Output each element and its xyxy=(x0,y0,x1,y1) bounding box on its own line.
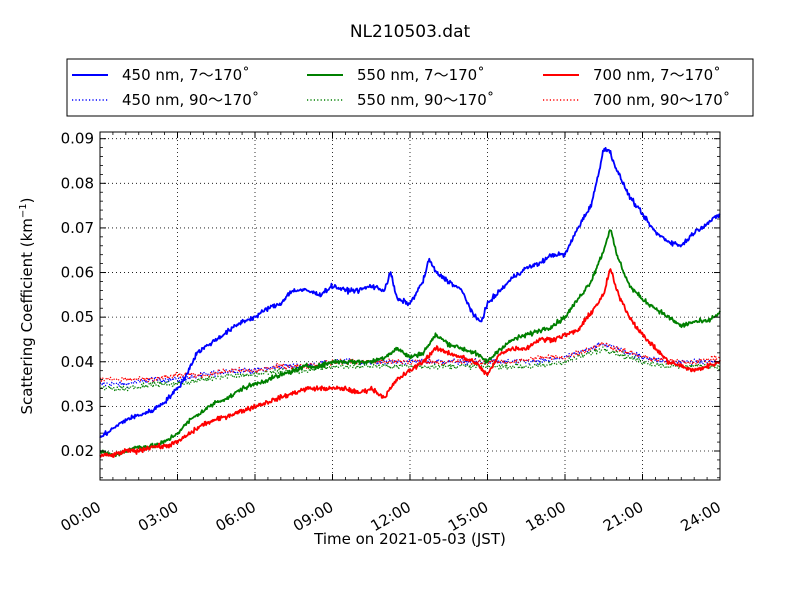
series-line xyxy=(99,341,721,383)
y-tick-label: 0.07 xyxy=(61,219,94,237)
axis-ticks: 00:00 03:00 06:00 09:00 12:00 15:00 18:00 21:00… xyxy=(58,130,724,535)
y-axis-label: Scattering Coefficient (km−1) xyxy=(18,197,36,414)
legend-entry-label: 450 nm, 7～170˚ xyxy=(122,66,250,84)
series-line xyxy=(99,268,721,459)
x-tick-label: 21:00 xyxy=(600,498,646,535)
x-tick-label: 18:00 xyxy=(523,498,569,535)
legend-entry-label: 700 nm, 7～170˚ xyxy=(593,66,721,84)
y-tick-label: 0.03 xyxy=(61,397,94,415)
series-line xyxy=(99,146,721,439)
y-tick-label: 0.06 xyxy=(61,264,94,282)
x-tick-label: 03:00 xyxy=(135,498,181,535)
x-tick-label: 00:00 xyxy=(58,498,104,535)
y-tick-label: 0.02 xyxy=(61,442,94,460)
legend-entry-label: 450 nm, 90～170˚ xyxy=(122,91,259,109)
y-axis-label-close: ) xyxy=(18,197,36,203)
legend-frame xyxy=(66,58,754,117)
legend-entry-label: 550 nm, 7～170˚ xyxy=(357,66,485,84)
plot-area: 00:00 03:00 06:00 09:00 12:00 15:00 18:00 21:00… xyxy=(58,130,724,535)
x-tick-label: 06:00 xyxy=(213,498,259,535)
y-tick-label: 0.04 xyxy=(61,353,94,371)
y-tick-label: 0.05 xyxy=(61,308,94,326)
legend-entry-label: 550 nm, 90～170˚ xyxy=(357,91,494,109)
chart-title: NL210503.dat xyxy=(350,22,471,42)
y-tick-label: 0.08 xyxy=(61,174,94,192)
x-axis-label: Time on 2021-05-03 (JST) xyxy=(313,530,506,548)
legend: 450 nm, 7～170˚ 550 nm, 7～170˚ 700 nm, 7～17… xyxy=(66,58,754,117)
legend-entry-label: 700 nm, 90～170˚ xyxy=(593,91,730,109)
series-line xyxy=(99,229,721,458)
y-tick-label: 0.09 xyxy=(61,130,94,148)
series-line xyxy=(99,346,721,392)
plot-background xyxy=(100,132,720,480)
y-axis-label-main: Scattering Coefficient (km xyxy=(18,218,36,414)
grid xyxy=(100,132,720,480)
series-lines xyxy=(99,146,721,459)
x-tick-label: 24:00 xyxy=(678,498,724,535)
y-axis-label-superscript: −1 xyxy=(18,203,29,218)
